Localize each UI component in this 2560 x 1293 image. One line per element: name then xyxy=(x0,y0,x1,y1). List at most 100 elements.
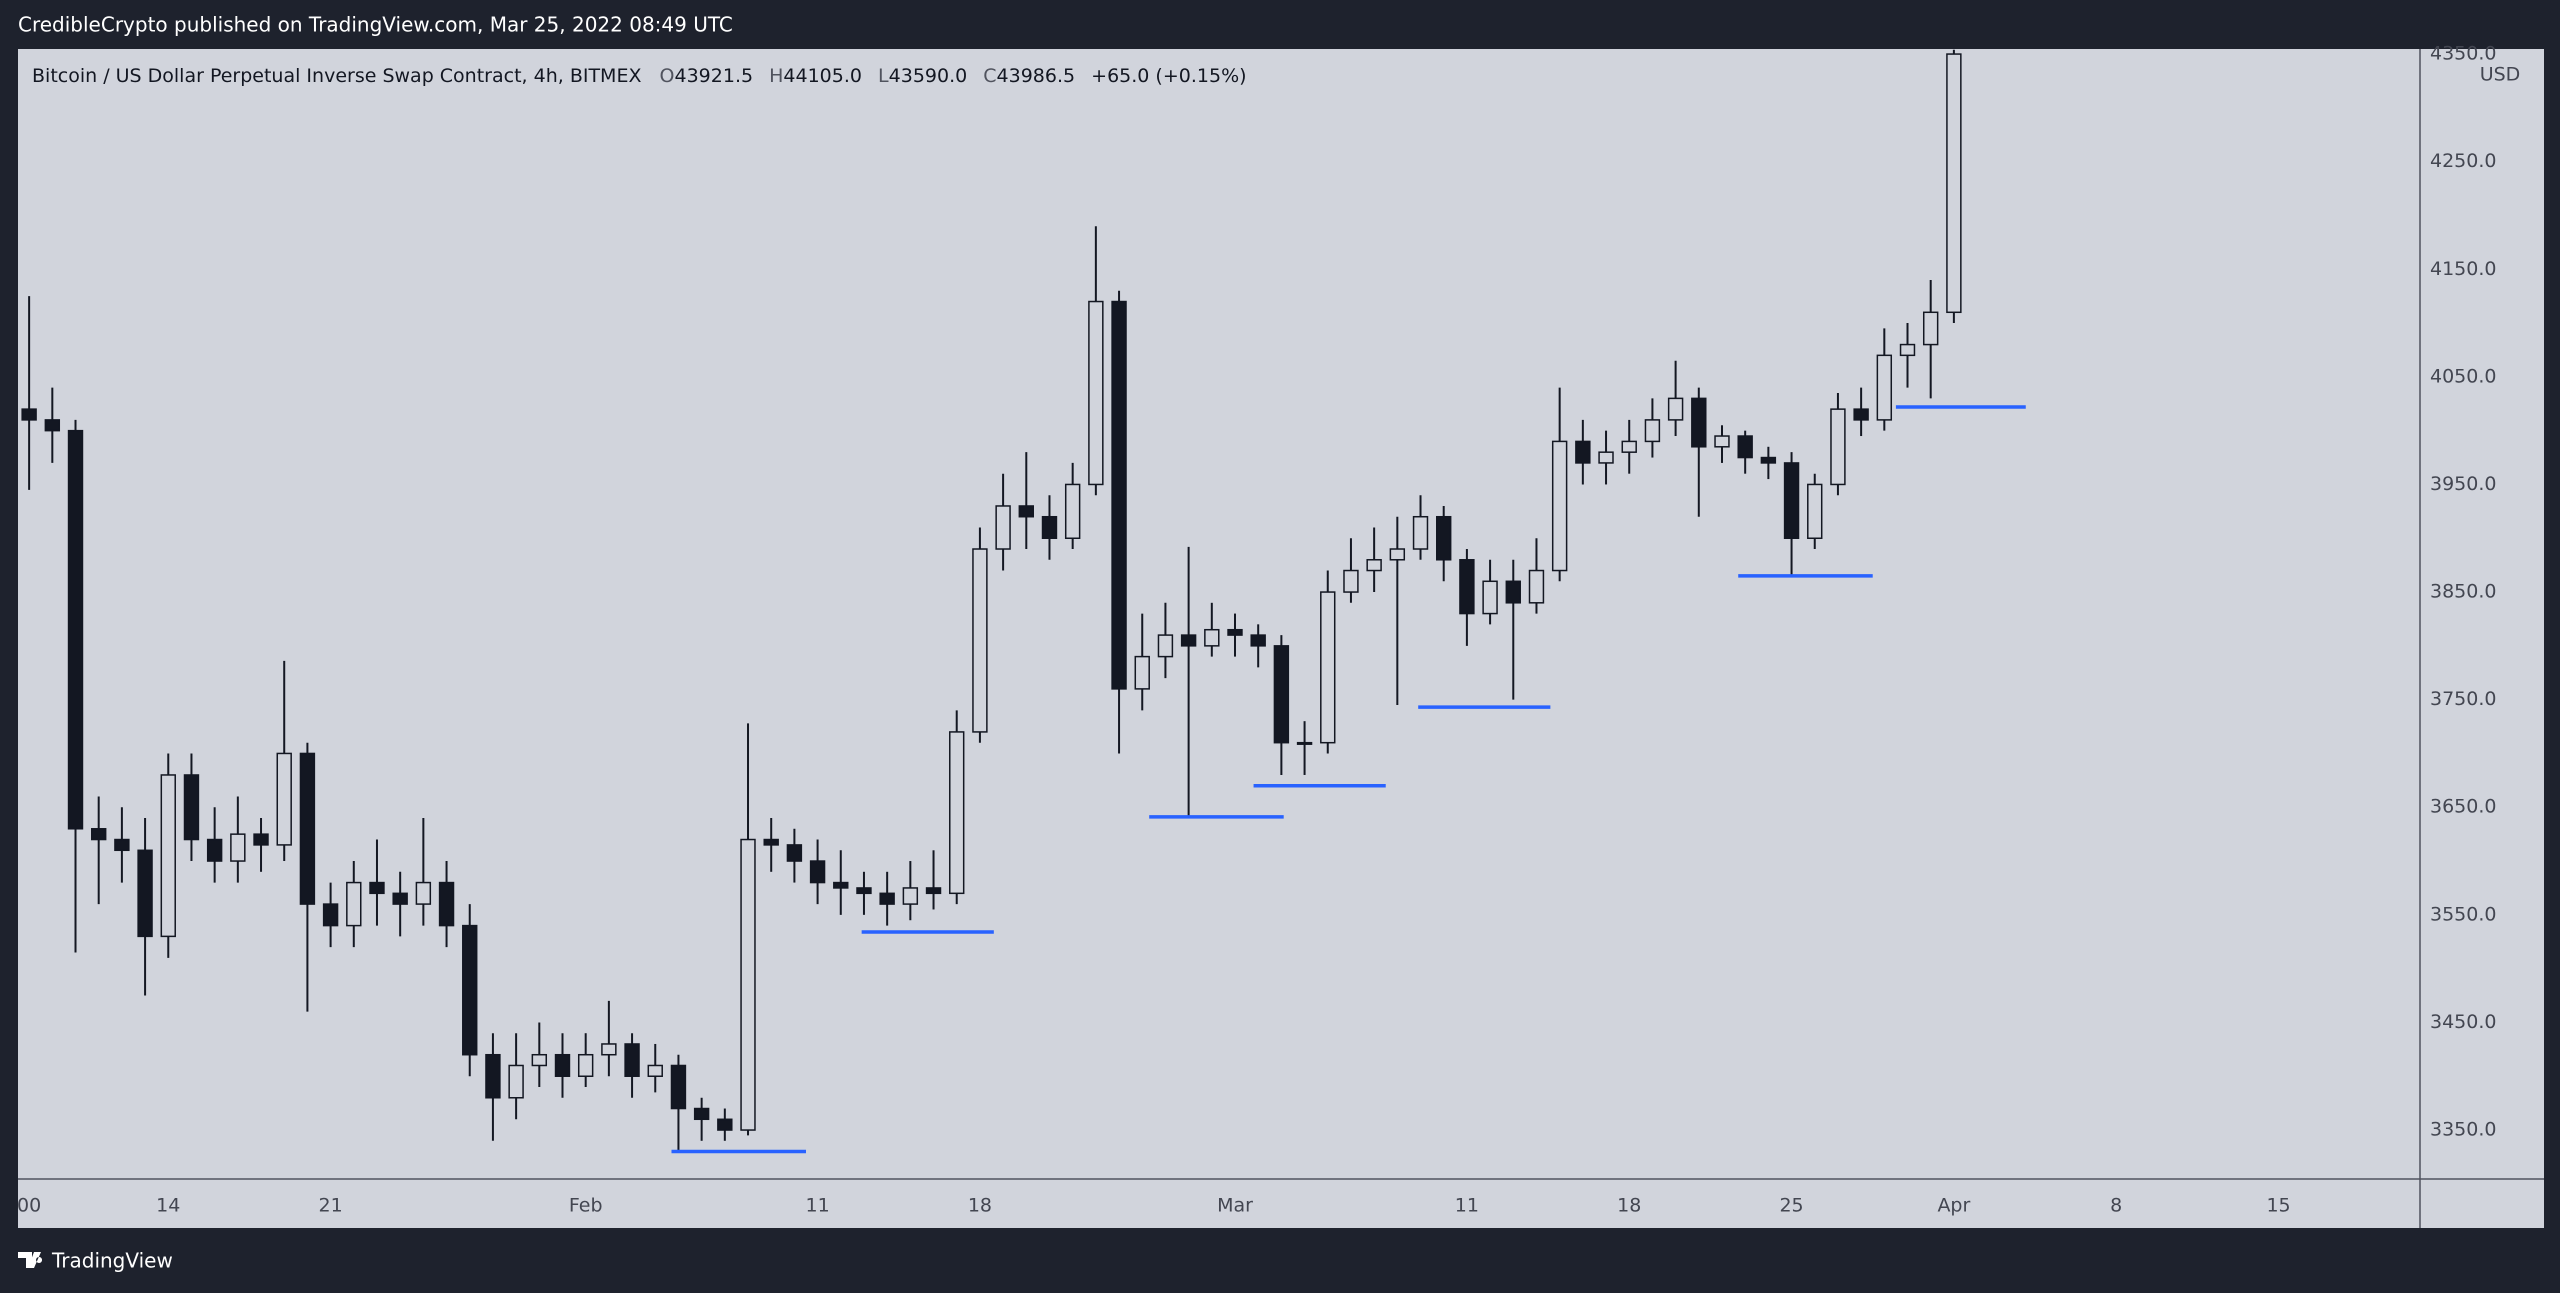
candle-body xyxy=(206,838,223,862)
candle-body xyxy=(740,838,756,1131)
candle-body xyxy=(1204,628,1220,647)
candle-body xyxy=(1714,435,1730,448)
candle-body xyxy=(1598,451,1614,464)
candle-body xyxy=(1528,569,1545,604)
candle-body xyxy=(1459,559,1475,615)
publish-info: CredibleCrypto published on TradingView.… xyxy=(18,13,733,37)
plot xyxy=(21,49,2026,1154)
candle-body xyxy=(1180,634,1197,647)
candle-body xyxy=(1667,397,1684,421)
candle-body xyxy=(21,408,37,421)
brand-logo xyxy=(18,1252,43,1268)
candle-body xyxy=(1760,456,1777,464)
legend-label: O xyxy=(660,65,675,87)
candle-body xyxy=(392,892,408,905)
x-tick-label: 11 xyxy=(805,1195,829,1217)
candle-body xyxy=(647,1064,663,1077)
x-tick-label: 18 xyxy=(968,1195,992,1217)
candle-body xyxy=(462,924,478,1056)
y-tick-label: 4350.0 xyxy=(2430,43,2496,65)
candle-body xyxy=(1505,580,1521,604)
candle-body xyxy=(485,1053,501,1099)
candle-body xyxy=(1737,435,1753,459)
y-tick-label: 4250.0 xyxy=(2430,150,2496,172)
candle-body xyxy=(554,1053,571,1077)
candle-body xyxy=(1064,483,1081,540)
x-tick-label: 11 xyxy=(1455,1195,1479,1217)
candle-body xyxy=(1088,300,1104,486)
y-tick-label: 4050.0 xyxy=(2430,365,2496,387)
candle-body xyxy=(670,1064,687,1110)
candle-body xyxy=(137,849,153,938)
y-tick-label: 3750.0 xyxy=(2430,688,2496,710)
candle-body xyxy=(1412,515,1429,550)
candle-body xyxy=(949,731,965,895)
brand: TradingView xyxy=(18,1249,173,1273)
candle-body xyxy=(67,429,84,830)
legend-value: 44105.0 xyxy=(783,65,862,87)
candle-body xyxy=(577,1053,594,1077)
brand-name: TradingView xyxy=(51,1249,173,1273)
symbol-legend: Bitcoin / US Dollar Perpetual Inverse Sw… xyxy=(32,65,1247,87)
candle-body xyxy=(1575,440,1591,464)
y-tick-label: 3550.0 xyxy=(2430,903,2496,925)
candle-body xyxy=(1018,505,1034,518)
candle-body xyxy=(1807,483,1823,540)
candle-body xyxy=(1111,300,1127,690)
x-tick-label: 8 xyxy=(2110,1195,2122,1217)
legend-label: L xyxy=(878,65,889,87)
candle-body xyxy=(1482,580,1498,615)
candle-body xyxy=(346,881,362,927)
candle-body xyxy=(624,1043,640,1077)
candle-body xyxy=(1157,634,1174,658)
x-tick-label: 21 xyxy=(319,1195,343,1217)
candle-body xyxy=(833,881,849,889)
candle-body xyxy=(809,860,826,884)
candle-body xyxy=(601,1043,617,1056)
candle-body xyxy=(1250,634,1266,647)
candle-body xyxy=(995,505,1011,550)
legend-change: +65.0 (+0.15%) xyxy=(1091,65,1246,87)
candle-body xyxy=(253,833,269,846)
y-tick-label: 3350.0 xyxy=(2430,1119,2496,1141)
y-tick-label: 3650.0 xyxy=(2430,796,2496,818)
candle-body xyxy=(369,881,385,895)
candle-body xyxy=(1922,311,1939,346)
candle-body xyxy=(1691,397,1707,448)
candle-body xyxy=(1621,440,1637,453)
x-tick-label: Feb xyxy=(569,1195,603,1217)
candle-body xyxy=(1320,591,1336,744)
candle-body xyxy=(1227,628,1243,636)
x-tick-label: 14 xyxy=(156,1195,180,1217)
candle-body xyxy=(114,838,130,852)
x-tick-label: 15 xyxy=(2266,1195,2290,1217)
legend-label: H xyxy=(769,65,783,87)
legend-label: C xyxy=(983,65,996,87)
candle-body xyxy=(508,1064,524,1099)
candle-body xyxy=(183,774,200,841)
symbol-title: Bitcoin / US Dollar Perpetual Inverse Sw… xyxy=(32,65,641,87)
candle-body xyxy=(1899,343,1916,357)
legend-value: 43590.0 xyxy=(889,65,968,87)
candle-body xyxy=(763,838,779,846)
candle-body xyxy=(972,548,988,733)
candle-body xyxy=(1343,569,1359,593)
candle-body xyxy=(1436,515,1452,561)
x-tick-label: 00 xyxy=(17,1195,41,1217)
candle-body xyxy=(276,752,292,846)
y-tick-label: 3850.0 xyxy=(2430,581,2496,603)
legend-value: 43921.5 xyxy=(675,65,754,87)
legend-value: 43986.5 xyxy=(997,65,1076,87)
candle-body xyxy=(1041,515,1058,540)
candle-body xyxy=(160,774,176,938)
candle-body xyxy=(786,844,803,862)
candle-body xyxy=(879,892,895,905)
candle-body xyxy=(1551,440,1568,572)
candle-body xyxy=(299,752,316,905)
candle-body xyxy=(693,1107,710,1121)
candle-body xyxy=(415,881,432,905)
candle-body xyxy=(1366,559,1382,572)
candle-body xyxy=(90,828,107,841)
candle-body xyxy=(717,1118,733,1131)
candle-body xyxy=(1273,645,1290,744)
